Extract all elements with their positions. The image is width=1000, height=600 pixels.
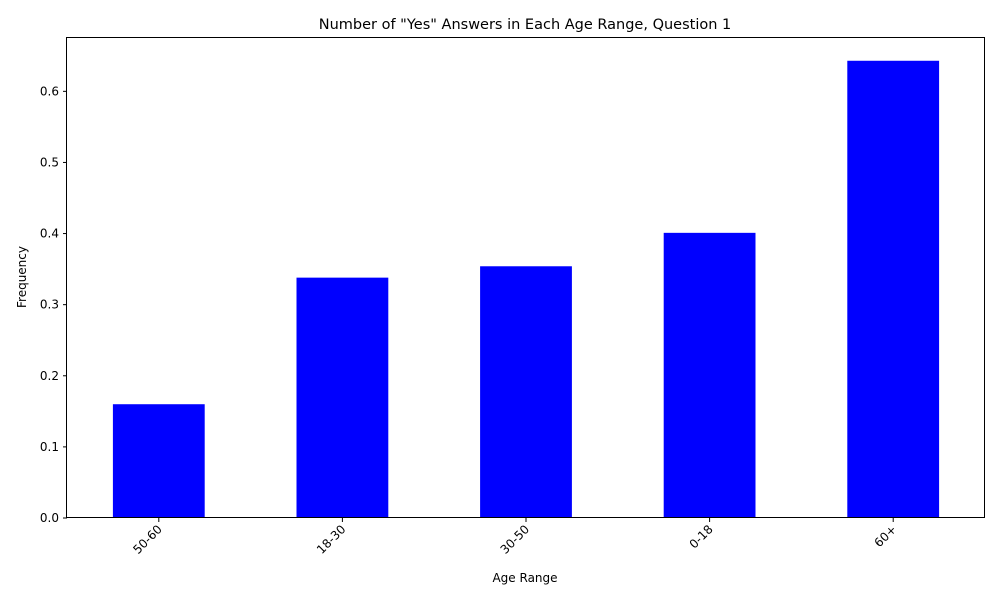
x-axis: 50-60 18-30 30-50 0-18 60+ (130, 518, 899, 557)
y-axis-label: Frequency (15, 246, 29, 308)
y-tick-label: 0.2 (40, 369, 59, 383)
bar-50-60 (112, 404, 205, 518)
bar-60+ (847, 60, 940, 518)
bar-18-30 (296, 277, 389, 518)
bars-group (112, 60, 940, 518)
x-tick-label: 18-30 (314, 522, 349, 557)
x-tick-label: 0-18 (687, 522, 716, 551)
y-tick-label: 0.4 (40, 227, 59, 241)
chart-title: Number of "Yes" Answers in Each Age Rang… (319, 17, 732, 33)
bar-30-50 (480, 266, 572, 518)
y-axis: 0.0 0.1 0.2 0.3 0.4 0.5 0.6 (40, 84, 67, 525)
y-tick-label: 0.1 (40, 440, 59, 454)
y-tick-label: 0.0 (40, 511, 59, 525)
y-tick-label: 0.5 (40, 155, 59, 169)
bar-0-18 (663, 232, 756, 518)
x-tick-label: 30-50 (498, 522, 533, 557)
y-tick-label: 0.6 (40, 84, 59, 98)
x-axis-label: Age Range (492, 571, 557, 585)
y-tick-label: 0.3 (40, 298, 59, 312)
plot-frame (66, 37, 985, 518)
x-tick-label: 50-60 (130, 522, 165, 557)
x-tick-label: 60+ (872, 522, 900, 550)
